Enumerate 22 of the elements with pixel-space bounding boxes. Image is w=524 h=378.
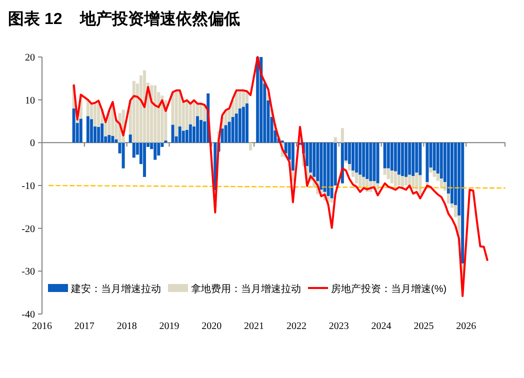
x-tick-label: 2026 [456, 321, 476, 332]
x-tick-label: 2018 [116, 321, 137, 332]
y-tick-label: -10 [22, 181, 35, 192]
y-tick-label: -40 [22, 310, 35, 320]
legend-label: 建安：当月增速拉动 [70, 283, 161, 295]
x-tick-label: 2022 [286, 321, 306, 332]
x-tick-label: 2020 [202, 321, 222, 332]
y-tick-label: -30 [22, 266, 35, 278]
x-tick-label: 2023 [328, 321, 349, 332]
chart-title: 图表 12 地产投资增速依然偏低 [8, 10, 240, 28]
y-tick-label: 20 [25, 52, 35, 64]
y-tick-label: 0 [30, 138, 35, 150]
x-tick-label: 2025 [414, 321, 434, 332]
legend-label: 拿地费用：当月增速拉动 [191, 283, 301, 295]
legend-label: 房地产投资：当月增速(%) [331, 283, 447, 295]
x-tick-label: 2024 [371, 321, 392, 332]
x-tick-label: 2019 [159, 321, 180, 332]
x-tick-label: 2017 [74, 321, 94, 332]
x-tick-label: 2016 [32, 321, 52, 332]
x-tick-label: 2021 [244, 321, 264, 332]
y-tick-label: -20 [22, 224, 35, 235]
y-tick-label: 10 [25, 95, 35, 106]
